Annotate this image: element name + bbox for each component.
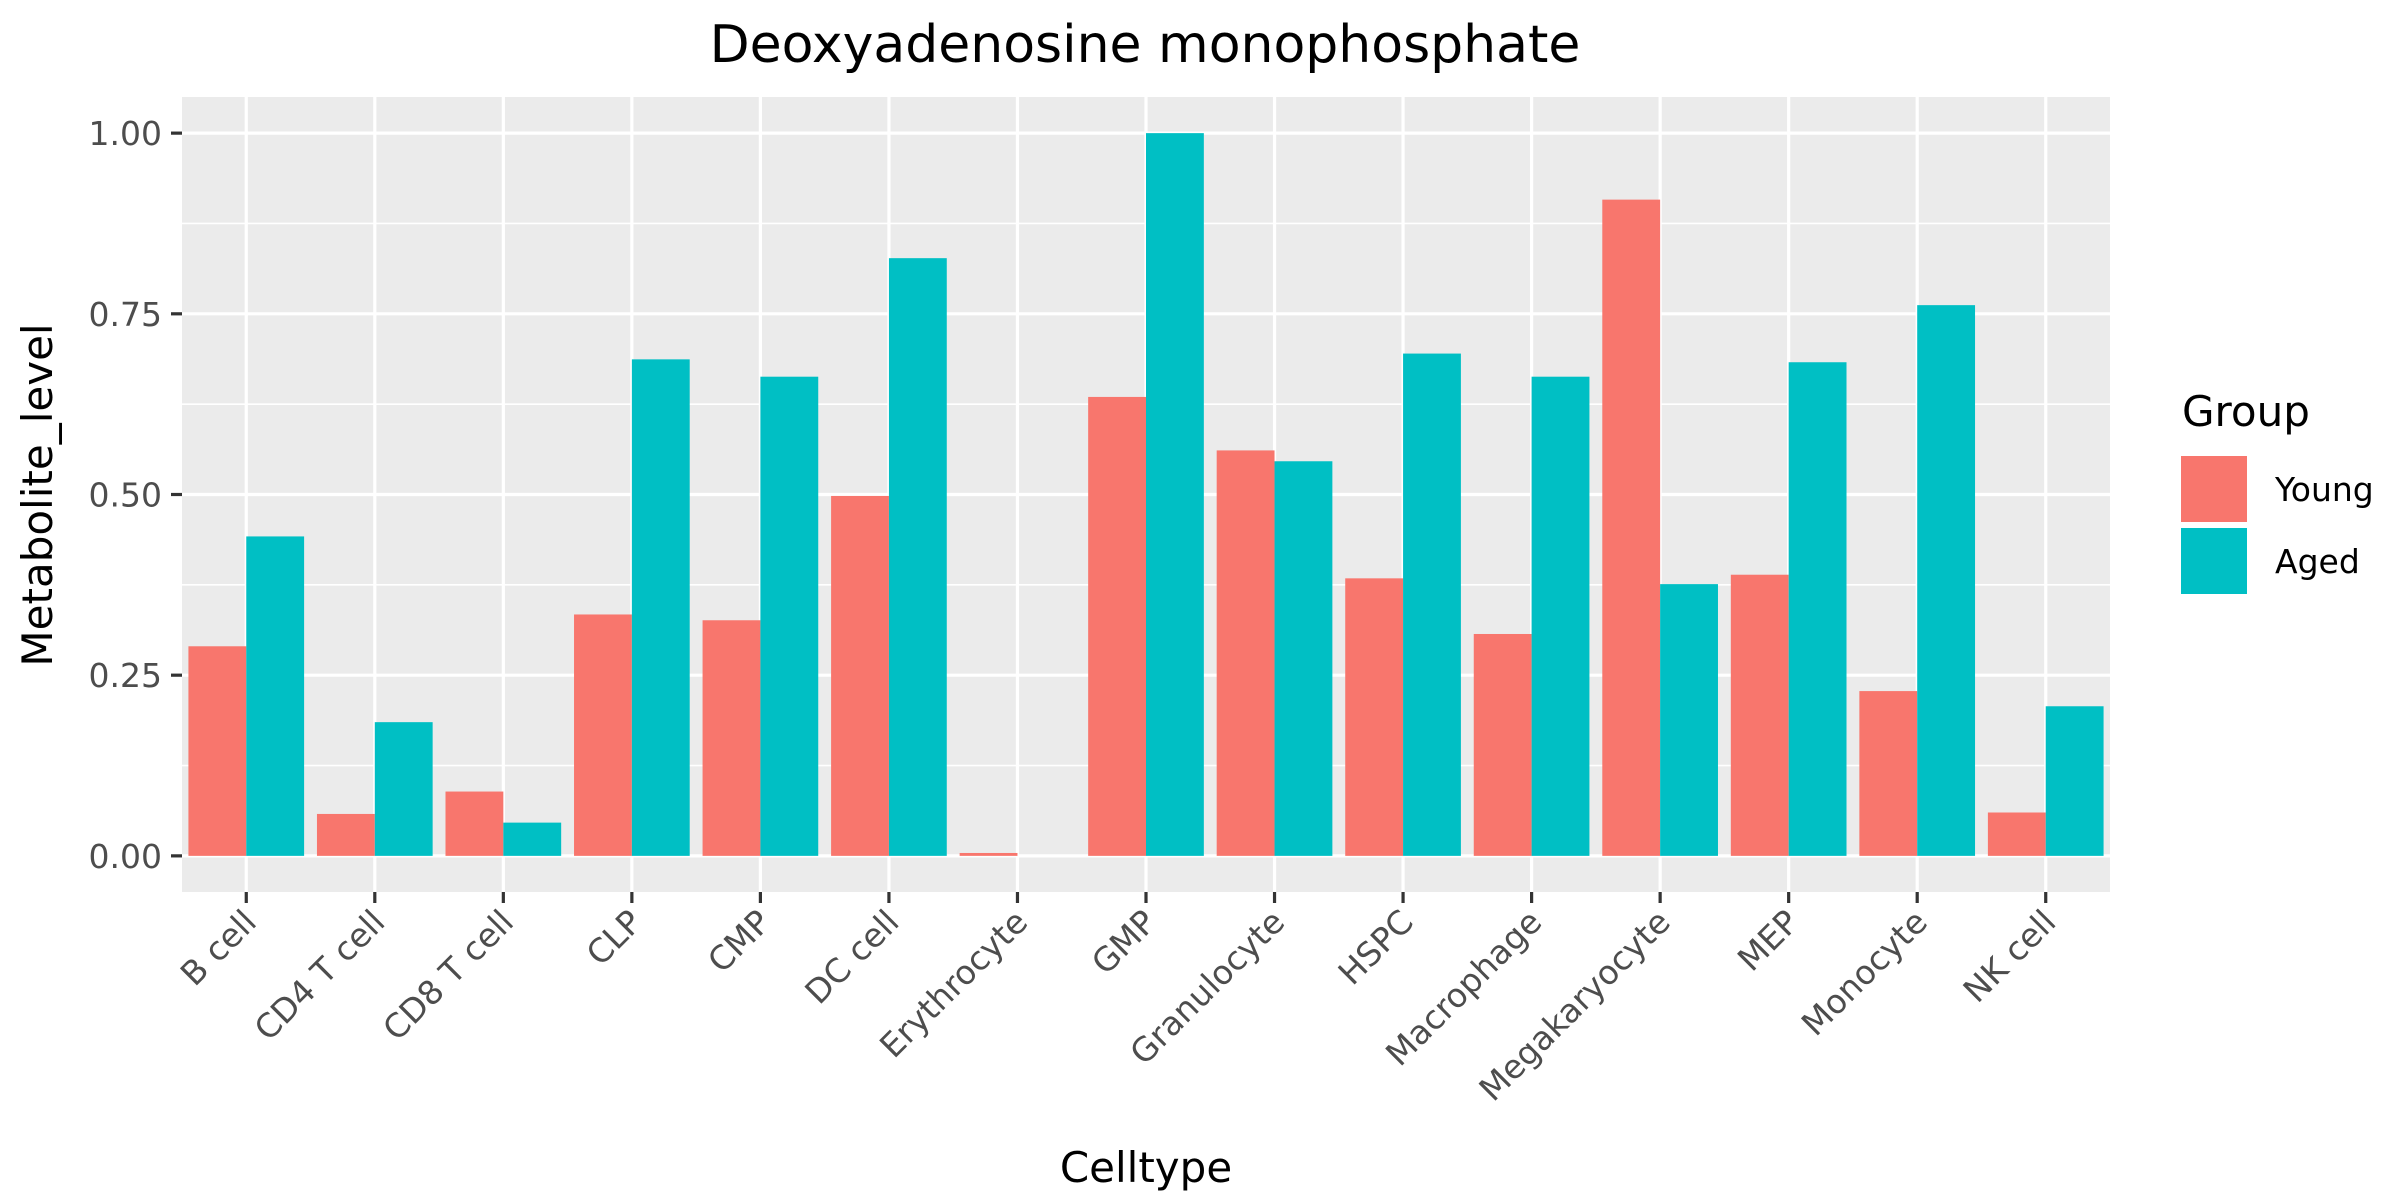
bar-young-erythrocyte <box>959 852 1018 856</box>
x-tick-label: GMP <box>1084 902 1164 982</box>
bars <box>188 133 2104 856</box>
chart-title: Deoxyadenosine monophosphate <box>710 15 1581 75</box>
bar-aged-megakaryocyte <box>1660 584 1718 856</box>
x-tick-label: CMP <box>700 902 778 980</box>
bar-young-clp <box>574 614 632 856</box>
bar-aged-hspc <box>1403 353 1461 856</box>
bar-young-b-cell <box>188 646 247 856</box>
bar-aged-macrophage <box>1531 376 1590 856</box>
bar-aged-mep <box>1788 362 1847 856</box>
bar-young-cmp <box>702 620 761 856</box>
bar-aged-nk-cell <box>2045 706 2104 856</box>
bar-young-megakaryocyte <box>1602 199 1661 856</box>
bar-aged-granulocyte <box>1274 461 1333 856</box>
y-tick-label: 1.00 <box>89 114 162 153</box>
x-tick-label: CLP <box>579 902 650 973</box>
legend-label-young: Young <box>2274 470 2374 509</box>
x-tick-label: MEP <box>1730 902 1807 979</box>
legend: Group Young Aged <box>2181 387 2374 594</box>
bar-aged-dc-cell <box>888 258 947 856</box>
x-tick-label: B cell <box>173 902 264 993</box>
y-axis: 0.00 0.25 0.50 0.75 1.00 <box>89 114 182 876</box>
bar-young-granulocyte <box>1216 450 1275 856</box>
bar-young-cd8-t-cell <box>445 791 504 856</box>
bar-young-nk-cell <box>1987 812 2046 856</box>
x-axis-title: Celltype <box>1060 1143 1232 1192</box>
bar-young-mep <box>1730 574 1789 856</box>
bar-young-hspc <box>1345 578 1404 856</box>
x-tick-label: HSPC <box>1330 902 1420 992</box>
bar-young-cd4-t-cell <box>316 813 375 856</box>
bar-aged-b-cell <box>246 536 305 856</box>
bar-young-dc-cell <box>831 495 889 856</box>
x-tick-label: CD4 T cell <box>247 902 393 1048</box>
y-tick-label: 0.75 <box>89 295 162 334</box>
bar-young-monocyte <box>1859 691 1918 856</box>
bar-young-gmp <box>1088 396 1146 856</box>
legend-key-aged <box>2181 528 2247 594</box>
y-tick-label: 0.25 <box>89 656 162 695</box>
bar-aged-monocyte <box>1917 305 1976 856</box>
bar-aged-cd4-t-cell <box>374 722 433 856</box>
x-tick-label: NK cell <box>1955 902 2063 1010</box>
bar-aged-cd8-t-cell <box>503 822 562 856</box>
bar-aged-gmp <box>1146 133 1204 856</box>
y-tick-label: 0.50 <box>89 476 162 515</box>
y-tick-label: 0.00 <box>89 837 162 876</box>
x-tick-label: Monocyte <box>1794 902 1935 1043</box>
bar-young-macrophage <box>1473 633 1532 856</box>
x-tick-label: CD8 T cell <box>375 902 521 1048</box>
legend-key-young <box>2181 456 2247 522</box>
x-tick-label: DC cell <box>797 902 906 1011</box>
bar-aged-clp <box>631 359 690 856</box>
legend-title: Group <box>2182 387 2310 436</box>
bar-aged-cmp <box>760 376 819 856</box>
legend-label-aged: Aged <box>2275 542 2360 581</box>
y-axis-title: Metabolite_level <box>13 323 62 666</box>
